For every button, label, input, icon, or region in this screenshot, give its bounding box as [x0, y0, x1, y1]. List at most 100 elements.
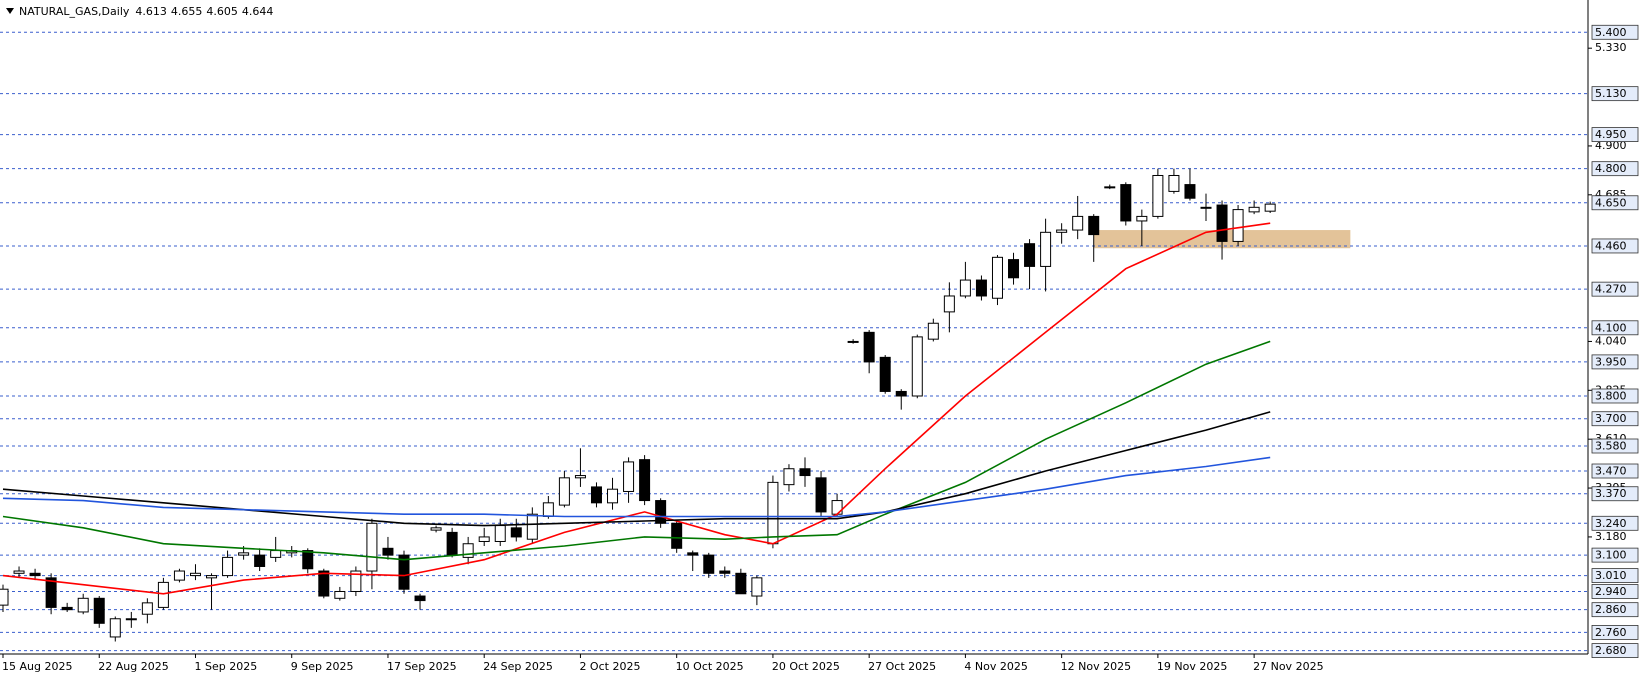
- candle-body: [815, 477, 827, 513]
- collapse-arrow[interactable]: [6, 8, 14, 14]
- candle-body: [831, 500, 843, 515]
- level-label-box: [1591, 463, 1639, 479]
- x-tick-label: 22 Aug 2025: [98, 660, 168, 673]
- level-label-box: [1591, 238, 1639, 254]
- level-label: 4.270: [1595, 283, 1627, 296]
- level-label: 4.100: [1595, 321, 1627, 334]
- candle-body: [1072, 215, 1084, 231]
- level-label-box: [1591, 411, 1639, 427]
- candle-body: [1008, 259, 1020, 279]
- level-label: 3.470: [1595, 465, 1627, 478]
- candle-body: [542, 502, 554, 517]
- x-tick-label: 1 Sep 2025: [194, 660, 257, 673]
- candle-body: [238, 552, 250, 556]
- candle-body: [366, 522, 378, 572]
- candle-body: [526, 513, 538, 540]
- y-tick-label: 5.330: [1595, 41, 1627, 54]
- level-label: 2.760: [1595, 626, 1627, 639]
- candle-body: [478, 536, 490, 542]
- level-label: 3.700: [1595, 412, 1627, 425]
- candle-body: [799, 468, 811, 477]
- candle-body: [1088, 215, 1100, 236]
- candle-body: [558, 477, 570, 506]
- x-tick-label: 19 Nov 2025: [1157, 660, 1227, 673]
- candle-body: [1200, 206, 1212, 209]
- candle-body: [719, 570, 731, 574]
- candle-body: [671, 522, 683, 549]
- candle-body: [77, 597, 89, 613]
- candle-body: [318, 570, 330, 597]
- level-label-box: [1591, 86, 1639, 102]
- candle-body: [991, 256, 1003, 299]
- x-tick-label: 2 Oct 2025: [579, 660, 640, 673]
- x-tick-label: 20 Oct 2025: [772, 660, 840, 673]
- candle-body: [206, 575, 218, 579]
- level-label: 2.940: [1595, 585, 1627, 598]
- chart-title: NATURAL_GAS,Daily: [19, 5, 130, 18]
- level-label-box: [1591, 24, 1639, 40]
- candle-body: [109, 618, 121, 638]
- candle-body: [751, 577, 763, 597]
- level-label: 5.400: [1595, 26, 1627, 39]
- candle-body: [350, 570, 362, 592]
- candle-body: [382, 547, 394, 556]
- level-label-box: [1591, 584, 1639, 599]
- candle-body: [222, 556, 234, 577]
- candle-body: [510, 527, 522, 538]
- x-tick-label: 27 Oct 2025: [868, 660, 936, 673]
- candle-body: [959, 279, 971, 297]
- x-tick-label: 17 Sep 2025: [387, 660, 457, 673]
- level-label-box: [1591, 281, 1639, 297]
- candle-body: [189, 572, 201, 577]
- candle-body: [1120, 184, 1132, 222]
- candle-body: [1184, 184, 1196, 199]
- candle-body: [414, 595, 426, 602]
- candle-body: [703, 554, 715, 574]
- candle-body: [607, 488, 619, 504]
- candle-body: [863, 331, 875, 363]
- candle-body: [270, 550, 282, 558]
- candle-body: [430, 527, 442, 531]
- y-tick-label: 3.180: [1595, 530, 1627, 543]
- candle-body: [93, 597, 105, 624]
- candle-body: [446, 531, 458, 556]
- candle-body: [125, 618, 137, 621]
- candle-body: [462, 543, 474, 558]
- level-label: 3.240: [1595, 517, 1627, 530]
- candle-body: [1264, 203, 1276, 212]
- candle-body: [975, 279, 987, 297]
- level-label: 4.950: [1595, 128, 1627, 141]
- candle-body: [13, 570, 25, 574]
- level-label-box: [1591, 568, 1639, 583]
- y-tick-label: 4.040: [1595, 334, 1627, 347]
- candle-body: [895, 390, 907, 397]
- last-low: 4.605: [206, 5, 238, 18]
- candle-body: [1136, 215, 1148, 222]
- level-label: 2.680: [1595, 644, 1627, 657]
- candle-body: [639, 459, 651, 502]
- candle-body: [1232, 209, 1244, 242]
- level-label-box: [1591, 161, 1639, 177]
- candle-body: [590, 486, 602, 504]
- x-tick-label: 9 Sep 2025: [291, 660, 354, 673]
- x-tick-label: 12 Nov 2025: [1061, 660, 1131, 673]
- candle-body: [1152, 174, 1164, 217]
- x-tick-label: 4 Nov 2025: [964, 660, 1027, 673]
- level-label: 3.100: [1595, 549, 1627, 562]
- candle-body: [655, 500, 667, 524]
- x-tick-label: 15 Aug 2025: [2, 660, 72, 673]
- candle-body: [302, 550, 314, 570]
- level-label: 4.650: [1595, 196, 1627, 209]
- x-tick-label: 24 Sep 2025: [483, 660, 553, 673]
- candle-body: [911, 336, 923, 397]
- level-label-box: [1591, 643, 1639, 658]
- level-label-box: [1591, 625, 1639, 640]
- level-label-box: [1591, 486, 1639, 502]
- candle-body: [574, 475, 586, 479]
- candle-body: [29, 572, 41, 577]
- level-label: 3.800: [1595, 389, 1627, 402]
- level-label-box: [1591, 515, 1639, 531]
- candle-body: [1216, 204, 1228, 242]
